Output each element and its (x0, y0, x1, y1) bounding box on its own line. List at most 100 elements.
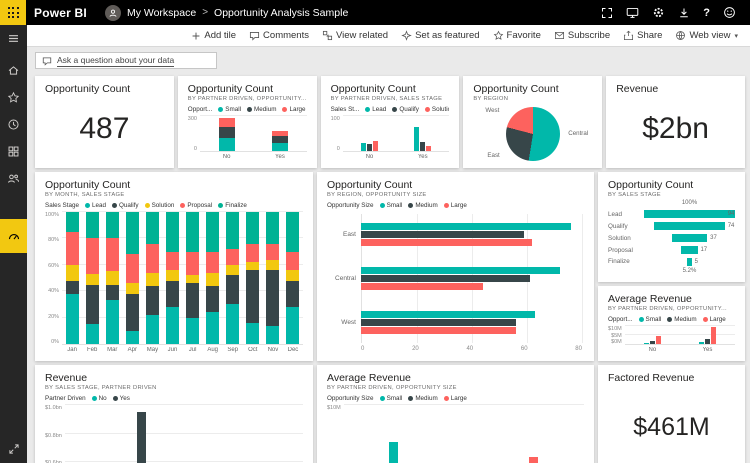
segment-small[interactable] (219, 138, 235, 151)
legend-item-medium[interactable]: Medium (408, 395, 437, 402)
segment-qualify[interactable] (66, 281, 79, 294)
segment-solution[interactable] (86, 274, 99, 285)
bar-lead[interactable] (414, 127, 419, 151)
tile-opportunity-count-6[interactable]: Opportunity CountBY REGION, OPPORTUNITY … (317, 172, 594, 361)
segment-proposal[interactable] (246, 244, 259, 262)
segment-lead[interactable] (246, 323, 259, 344)
tile-revenue-4[interactable]: Revenue$2bn (606, 76, 745, 168)
comments-button[interactable]: Comments (249, 30, 309, 41)
focus-mode-monitor-icon[interactable] (626, 6, 639, 19)
apps-grid-icon[interactable] (0, 143, 27, 160)
segment-large[interactable] (219, 118, 235, 127)
segment-proposal[interactable] (146, 244, 159, 273)
legend-item-finalize[interactable]: Finalize (218, 202, 247, 209)
help-icon[interactable]: ? (703, 7, 710, 19)
legend-item-large[interactable]: Large (444, 395, 467, 402)
segment-finalize[interactable] (206, 212, 219, 252)
segment-solution[interactable] (206, 273, 219, 286)
segment-medium[interactable] (219, 127, 235, 138)
segment-proposal[interactable] (286, 252, 299, 270)
web-view-dropdown[interactable]: Web view ▾ (675, 30, 738, 41)
bar-medium[interactable] (650, 341, 655, 344)
bar-large[interactable] (711, 327, 716, 344)
segment-solution[interactable] (286, 270, 299, 281)
segment-lead[interactable] (226, 304, 239, 344)
segment-lead[interactable] (166, 307, 179, 344)
bar-medium[interactable] (361, 319, 516, 326)
segment-proposal[interactable] (206, 252, 219, 273)
legend-item-proposal[interactable]: Proposal (180, 202, 212, 209)
legend-item-qualify[interactable]: Qualify (392, 106, 419, 113)
segment-solution[interactable] (246, 262, 259, 270)
funnel-bar[interactable] (681, 246, 697, 255)
segment-proposal[interactable] (166, 252, 179, 270)
segment-solution[interactable] (186, 275, 199, 283)
bar-yes[interactable] (137, 412, 146, 463)
segment-qualify[interactable] (106, 285, 119, 301)
segment-proposal[interactable] (186, 252, 199, 276)
legend-item-solution[interactable]: Solution (425, 106, 449, 113)
shared-with-me-icon[interactable] (0, 170, 27, 187)
settings-gear-icon[interactable] (652, 6, 665, 19)
segment-lead[interactable] (126, 331, 139, 344)
tile-opportunity-count-0[interactable]: Opportunity Count487 (35, 76, 174, 168)
legend-item-small[interactable]: Small (380, 395, 403, 402)
segment-qualify[interactable] (146, 286, 159, 315)
segment-finalize[interactable] (246, 212, 259, 244)
segment-lead[interactable] (86, 324, 99, 344)
pie-chart[interactable] (506, 107, 560, 161)
set-featured-button[interactable]: Set as featured (401, 30, 479, 41)
view-related-button[interactable]: View related (322, 30, 388, 41)
bar-small[interactable] (361, 267, 560, 274)
tile-opportunity-count-5[interactable]: Opportunity CountBY MONTH, SALES STAGESa… (35, 172, 313, 361)
feedback-smiley-icon[interactable] (723, 6, 736, 19)
legend-item-solution[interactable]: Solution (145, 202, 175, 209)
qna-box[interactable]: Ask a question about your data (35, 52, 217, 69)
subscribe-button[interactable]: Subscribe (554, 30, 610, 41)
funnel-bar[interactable] (644, 210, 735, 219)
bar-solution[interactable] (373, 141, 378, 151)
tile-average-revenue-8[interactable]: Average RevenueBY PARTNER DRIVEN, OPPORT… (598, 286, 745, 361)
legend-item-small[interactable]: Small (218, 106, 241, 113)
segment-finalize[interactable] (106, 212, 119, 238)
favorites-star-icon[interactable] (0, 89, 27, 106)
bar-small[interactable] (361, 311, 535, 318)
bar-medium[interactable] (705, 339, 710, 344)
bar-qualify[interactable] (367, 144, 372, 151)
segment-proposal[interactable] (86, 238, 99, 274)
fullscreen-icon[interactable] (601, 7, 613, 19)
download-icon[interactable] (678, 7, 690, 19)
legend-item-no[interactable]: No (92, 395, 107, 402)
segment-qualify[interactable] (126, 294, 139, 331)
bar-large[interactable] (361, 239, 532, 246)
legend-item-yes[interactable]: Yes (113, 395, 130, 402)
legend-item-medium[interactable]: Medium (408, 202, 437, 209)
tile-average-revenue-10[interactable]: Average RevenueBY PARTNER DRIVEN, OPPORT… (317, 365, 594, 463)
segment-lead[interactable] (186, 318, 199, 344)
funnel-bar[interactable] (672, 234, 708, 243)
active-dashboard-item[interactable] (0, 219, 27, 253)
segment-solution[interactable] (66, 265, 79, 281)
add-tile-button[interactable]: Add tile (191, 30, 236, 41)
funnel-bar[interactable] (654, 222, 726, 231)
segment-finalize[interactable] (86, 212, 99, 238)
legend-item-large[interactable]: Large (444, 202, 467, 209)
bar-lead[interactable] (361, 143, 366, 151)
bar-medium[interactable] (361, 231, 524, 238)
segment-lead[interactable] (266, 326, 279, 344)
segment-lead[interactable] (146, 315, 159, 344)
legend-item-lead[interactable]: Lead (85, 202, 106, 209)
segment-small[interactable] (272, 143, 288, 152)
legend-item-small[interactable]: Small (639, 316, 662, 323)
segment-qualify[interactable] (246, 270, 259, 323)
bar-medium[interactable] (361, 275, 530, 282)
segment-solution[interactable] (226, 265, 239, 276)
bar-small[interactable] (389, 442, 398, 463)
funnel-bar[interactable] (687, 258, 692, 267)
tile-opportunity-count-1[interactable]: Opportunity CountBY PARTNER DRIVEN, OPPO… (178, 76, 317, 168)
tile-factored-revenue-11[interactable]: Factored Revenue$461M (598, 365, 745, 463)
segment-solution[interactable] (146, 273, 159, 286)
segment-finalize[interactable] (186, 212, 199, 252)
home-icon[interactable] (0, 62, 27, 79)
segment-finalize[interactable] (266, 212, 279, 244)
